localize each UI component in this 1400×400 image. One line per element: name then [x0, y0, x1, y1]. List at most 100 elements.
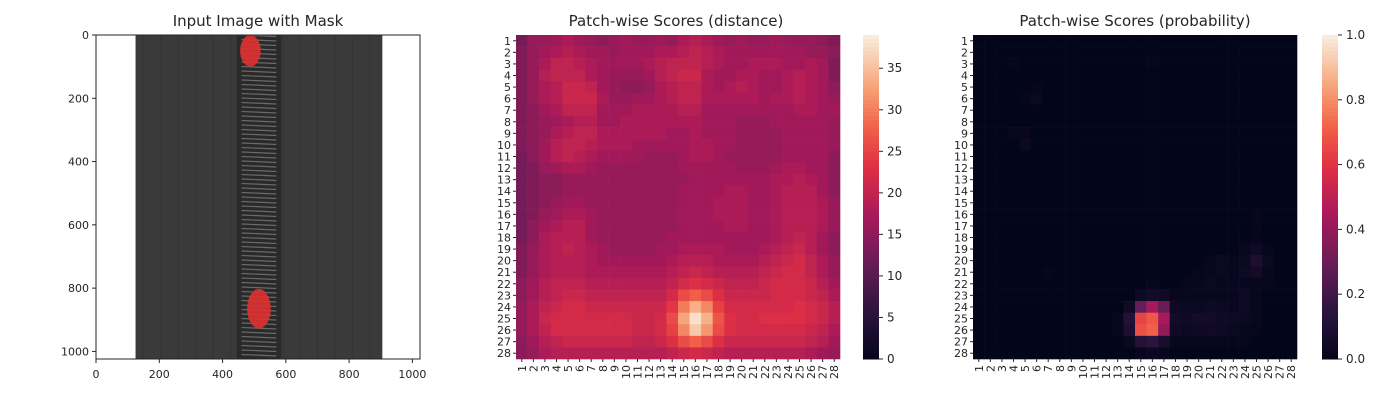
heatmap-cell [562, 266, 575, 279]
heatmap-cell [805, 81, 818, 94]
heatmap-cell [1250, 289, 1263, 302]
heatmap-cell [782, 116, 795, 128]
heatmap-cell [1135, 116, 1147, 128]
x-tick-label: 9 [608, 365, 621, 372]
zipper-tooth [241, 88, 277, 92]
heatmap-cell [805, 58, 818, 71]
heatmap-cell [782, 208, 795, 221]
heatmap-cell [1088, 243, 1101, 256]
heatmap-cell [597, 150, 609, 163]
heatmap-cell [1192, 324, 1205, 337]
heatmap-cell [1100, 150, 1113, 163]
colorbar-segment [863, 71, 879, 76]
heatmap-cell [1054, 197, 1066, 209]
heatmap-cell [620, 69, 633, 82]
heatmap-cell [747, 35, 760, 47]
heatmap-cell [666, 335, 679, 348]
heatmap-cell [620, 173, 633, 186]
heatmap-cell [1054, 58, 1066, 71]
heatmap-cell [1158, 335, 1171, 348]
heatmap-cell [1227, 266, 1240, 279]
heatmap-cell [1204, 46, 1217, 59]
heatmap-cell [1019, 278, 1032, 290]
heatmap-cell [1285, 220, 1298, 233]
heatmap-cell [1250, 324, 1263, 337]
heatmap-cell [539, 69, 552, 82]
heatmap-cell [1192, 347, 1205, 360]
heatmap-cell [1285, 347, 1298, 360]
heatmap-cell [1054, 301, 1066, 314]
heatmap-cell [1285, 127, 1298, 140]
zipper-tooth [241, 92, 277, 96]
y-tick-label: 23 [954, 289, 968, 302]
heatmap-cell [805, 266, 818, 279]
heatmap-cell [585, 127, 598, 140]
heatmap-cell [1169, 347, 1182, 360]
heatmap-cell [666, 139, 679, 152]
heatmap-cell [1007, 185, 1020, 198]
heatmap-cell [1123, 231, 1136, 244]
y-tick-label: 24 [497, 301, 511, 314]
heatmap-cell [608, 220, 621, 233]
colorbar-segment [1322, 176, 1338, 182]
heatmap-cell [1054, 347, 1066, 360]
heatmap-cell [1135, 335, 1147, 348]
heatmap-cell [1135, 162, 1147, 175]
heatmap-cell [654, 92, 667, 105]
heatmap-cell [1100, 208, 1113, 221]
heatmap-cell [1100, 127, 1113, 140]
y-tick-label: 5 [504, 81, 511, 94]
x-tick-label: 10 [620, 365, 633, 379]
x-tick-label: 2 [984, 365, 997, 372]
heatmap-cell [1065, 150, 1078, 163]
heatmap-cell [701, 58, 714, 71]
heatmap-cell [747, 312, 760, 325]
heatmap-cell [1111, 150, 1124, 163]
colorbar-tick-label: 0 [887, 352, 895, 366]
heatmap-cell [527, 231, 540, 244]
heatmap-cell [1019, 301, 1032, 314]
heatmap-cell [1216, 278, 1228, 290]
heatmap-cell [1111, 58, 1124, 71]
heatmap-cell [550, 139, 563, 152]
heatmap-cell [782, 104, 795, 117]
colorbar-tick-label: 5 [887, 310, 895, 324]
heatmap-cell [689, 173, 702, 186]
y-tick-label: 19 [954, 243, 968, 256]
heatmap-cell [735, 185, 748, 198]
heatmap-cell [793, 185, 806, 198]
heatmap-cell [1204, 301, 1217, 314]
zipper-tooth [241, 142, 277, 146]
x-tick-label: 20 [736, 365, 749, 379]
heatmap-cell [1227, 347, 1240, 360]
heatmap-cell [527, 185, 540, 198]
heatmap-cell [678, 58, 690, 71]
heatmap-cell [1019, 46, 1032, 59]
heatmap-cell [770, 197, 783, 209]
heatmap-cell [1088, 231, 1101, 244]
heatmap-cell [585, 35, 598, 47]
heatmap-cell [585, 278, 598, 290]
colorbar-segment [1322, 249, 1338, 255]
heatmap-cell [1273, 208, 1286, 221]
colorbar-segment [863, 338, 879, 344]
heatmap-cell [539, 162, 552, 175]
heatmap-cell [1146, 324, 1159, 337]
heatmap-cell [984, 347, 997, 360]
heatmap-cell [1204, 139, 1217, 152]
heatmap-cell [1019, 69, 1032, 82]
heatmap-cell [759, 231, 771, 244]
colorbar-segment [863, 233, 879, 238]
heatmap-cell [973, 347, 985, 360]
heatmap-cell [550, 266, 563, 279]
heatmap-cell [747, 162, 760, 175]
heatmap-cell [782, 35, 795, 47]
heatmap-cell [1262, 347, 1275, 360]
heatmap-cell [1030, 116, 1043, 128]
colorbar-segment [863, 83, 879, 89]
heatmap-cell [701, 69, 714, 82]
heatmap-cell [1123, 150, 1136, 163]
heatmap-cell [1273, 35, 1286, 47]
heatmap-cell [1239, 46, 1252, 59]
heatmap-cell [1181, 220, 1194, 233]
